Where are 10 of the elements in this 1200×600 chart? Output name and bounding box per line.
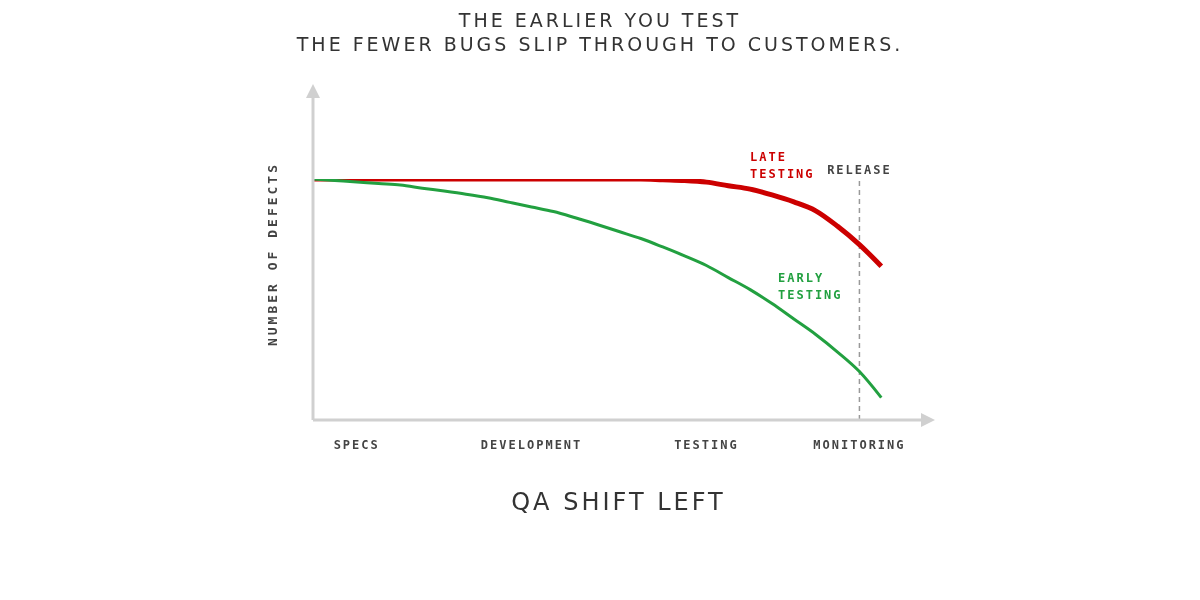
series-label: EARLY TESTING <box>778 270 843 302</box>
x-tick-label: TESTING <box>674 437 739 452</box>
ref-line-label: RELEASE <box>827 163 892 177</box>
x-axis-title: QA SHIFT LEFT <box>510 488 727 516</box>
x-tick-label: SPECS <box>333 437 380 452</box>
x-tick-label: DEVELOPMENT <box>480 437 583 452</box>
y-axis-title: NUMBER OF DEFECTS <box>264 161 280 347</box>
x-tick-label: MONITORING <box>813 437 906 452</box>
series-label: LATE TESTING <box>750 149 815 181</box>
chart-title: THE EARLIER YOU TEST THE FEWER BUGS SLIP THROUGH TO CUSTOMERS. <box>295 8 905 56</box>
